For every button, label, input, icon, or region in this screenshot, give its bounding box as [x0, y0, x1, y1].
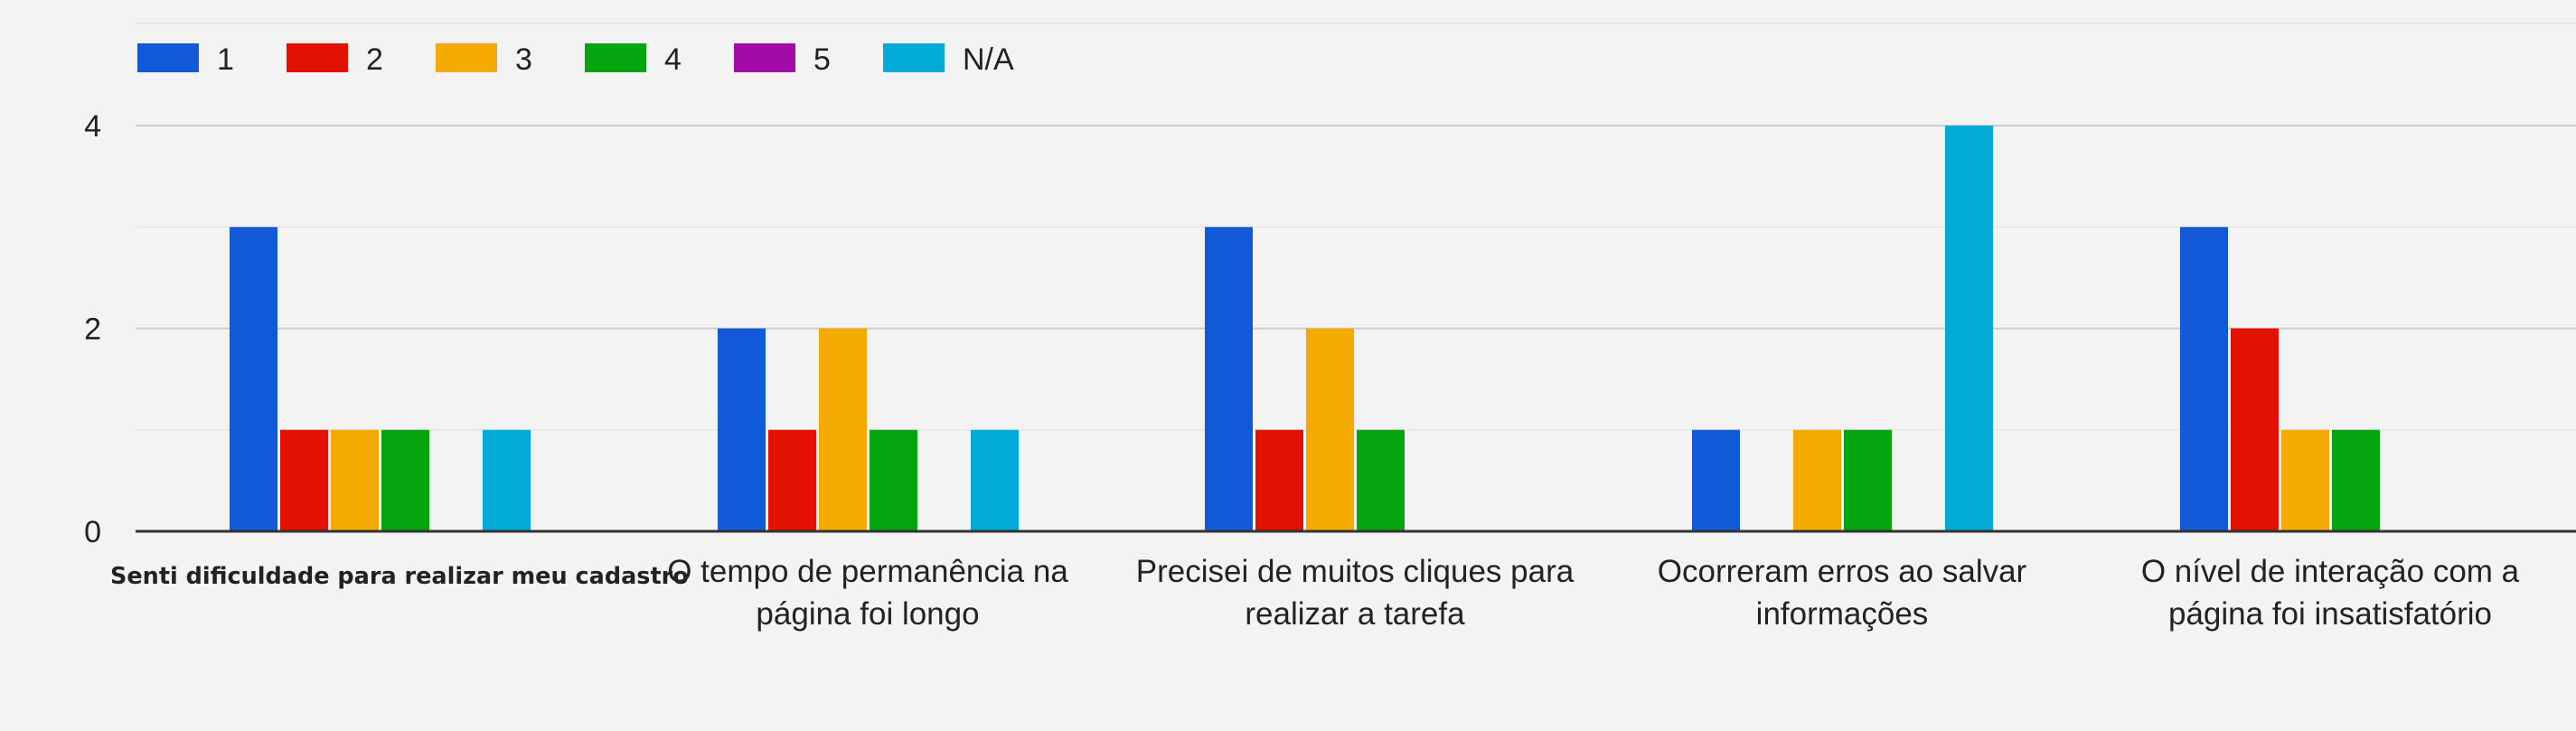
bar-cat2-series-3[interactable] [819, 328, 867, 532]
legend-swatch-5[interactable] [734, 43, 795, 72]
bar-cat4-series-na[interactable] [1945, 126, 1993, 531]
y-tick-label: 0 [84, 515, 101, 549]
legend-label-5: 5 [813, 42, 831, 77]
bar-cat1-series-4[interactable] [381, 429, 429, 531]
bar-cat5-series-1[interactable] [2180, 227, 2228, 531]
y-axis-ticks: 0 2 4 [84, 109, 101, 549]
legend-label-na: N/A [963, 42, 1014, 77]
bar-cat2-series-4[interactable] [870, 429, 917, 531]
bar-cat3-series-1[interactable] [1205, 227, 1253, 531]
category-label: Precisei de muitos cliques para [1136, 554, 1575, 589]
category-label: O tempo de permanência na [667, 554, 1068, 589]
category-label: página foi insatisfatório [2168, 596, 2492, 632]
bar-cat4-series-1[interactable] [1692, 429, 1740, 531]
category-labels: Senti dificuldade para realizar meu cada… [110, 554, 2520, 632]
bar-cat1-series-3[interactable] [331, 429, 379, 531]
bar-cat4-series-4[interactable] [1844, 429, 1892, 531]
bar-cat2-series-na[interactable] [971, 429, 1019, 531]
bars [230, 126, 2380, 531]
bar-cat5-series-3[interactable] [2281, 429, 2329, 531]
bar-cat2-series-2[interactable] [768, 429, 816, 531]
bar-cat1-series-1[interactable] [230, 227, 277, 531]
legend-swatch-na[interactable] [883, 43, 945, 72]
category-label: Senti dificuldade para realizar meu cada… [110, 563, 689, 590]
bar-cat5-series-2[interactable] [2231, 328, 2279, 532]
category-label: realizar a tarefa [1245, 596, 1465, 632]
legend-swatch-4[interactable] [585, 43, 646, 72]
bar-cat1-series-na[interactable] [483, 429, 531, 531]
category-label: O nível de interação com a [2141, 554, 2520, 589]
bar-cat4-series-3[interactable] [1793, 429, 1841, 531]
legend-label-3: 3 [515, 42, 532, 77]
bar-cat3-series-4[interactable] [1357, 429, 1405, 531]
legend-label-4: 4 [664, 42, 682, 77]
legend-swatch-1[interactable] [137, 43, 199, 72]
bar-cat1-series-2[interactable] [280, 429, 328, 531]
bar-cat3-series-2[interactable] [1255, 429, 1303, 531]
legend-label-2: 2 [366, 42, 383, 77]
y-tick-label: 4 [84, 109, 101, 144]
category-label: informações [1756, 596, 1929, 632]
category-label: página foi longo [756, 596, 979, 632]
legend-swatch-3[interactable] [436, 43, 497, 72]
legend-label-1: 1 [217, 42, 234, 77]
bar-cat2-series-1[interactable] [718, 328, 766, 532]
gridlines [136, 23, 2576, 431]
legend-swatch-2[interactable] [287, 43, 348, 72]
category-label: Ocorreram erros ao salvar [1658, 554, 2027, 589]
legend: 1 2 3 4 5 N/A [137, 42, 1014, 77]
bar-cat5-series-4[interactable] [2332, 429, 2380, 531]
y-tick-label: 2 [84, 313, 101, 347]
bar-cat3-series-3[interactable] [1306, 328, 1354, 532]
